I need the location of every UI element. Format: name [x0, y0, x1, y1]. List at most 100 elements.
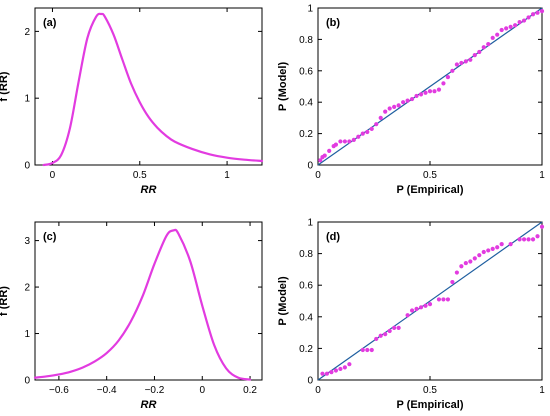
y-tick-label: 1: [307, 4, 313, 15]
y-tick-label: 0.8: [299, 35, 313, 46]
pp-point: [495, 32, 500, 37]
x-tick-label: 0.5: [133, 170, 147, 181]
pp-point: [432, 89, 437, 94]
plot-frame: [34, 221, 263, 381]
pp-point: [472, 256, 477, 261]
y-tick-label: 1: [24, 94, 30, 105]
pp-point: [356, 134, 361, 139]
pp-point: [454, 270, 459, 275]
pp-point: [499, 27, 504, 33]
pp-point: [320, 371, 325, 376]
pp-point: [369, 347, 374, 353]
pp-point: [392, 325, 397, 330]
x-tick-label: −0.2: [145, 385, 165, 396]
pp-point: [423, 303, 428, 308]
pp-point: [468, 57, 473, 62]
y-axis-label: f (RR): [0, 286, 10, 316]
pp-point: [539, 9, 545, 14]
pp-point: [450, 279, 455, 285]
pp-point: [365, 129, 370, 135]
pp-point: [423, 90, 428, 95]
pp-point: [322, 153, 327, 158]
y-axis-label: P (Model): [277, 276, 289, 326]
pp-point: [499, 242, 504, 247]
pp-point: [445, 74, 451, 80]
pp-point: [414, 306, 419, 311]
pp-point: [481, 249, 486, 255]
pp-point: [472, 53, 477, 58]
pp-point: [463, 59, 468, 64]
pp-point: [396, 325, 401, 330]
x-axis-label: P (Empirical): [396, 184, 463, 196]
x-axis-label: P (Empirical): [396, 399, 463, 411]
pp-point: [526, 15, 531, 20]
pp-point: [409, 308, 415, 313]
x-tick-label: 0: [315, 385, 321, 396]
reference-line: [317, 221, 543, 381]
pp-point: [436, 87, 442, 92]
pp-point: [427, 302, 433, 307]
x-tick-label: 0: [315, 170, 321, 181]
x-tick-label: 0.5: [423, 170, 437, 181]
pp-point: [342, 139, 347, 144]
pp-point: [517, 237, 522, 242]
pp-point: [468, 259, 473, 264]
y-tick-label: 0.2: [299, 344, 313, 355]
pp-point: [387, 106, 392, 111]
density-curve: [33, 228, 252, 381]
panel-d: 0 0.5 1 0 0.2 0.4 0.6 0.8 1 P (Empirical) P (Model…: [277, 218, 545, 412]
pp-point: [490, 35, 495, 40]
x-tick-label: −0.4: [97, 385, 117, 396]
pp-point: [459, 264, 464, 269]
y-tick-label: 3: [24, 236, 30, 247]
pp-point: [401, 100, 406, 105]
pp-point: [333, 142, 339, 147]
pp-point: [342, 365, 347, 370]
y-tick-label: 0.2: [299, 129, 313, 140]
pp-point: [459, 60, 464, 66]
y-axis-label: f (RR): [0, 71, 10, 101]
pp-point: [535, 234, 540, 239]
density-curve: [42, 12, 264, 167]
pp-point: [365, 347, 370, 353]
panel-c: −0.6 −0.4 −0.2 0 0.2 0 1 2 3 RR f (RR) (c): [0, 221, 263, 411]
x-tick-label: 1: [539, 170, 545, 181]
reference-line: [317, 7, 543, 166]
y-tick-label: 0: [307, 161, 313, 172]
pp-point: [374, 336, 379, 342]
pp-point: [436, 297, 442, 302]
y-tick-label: 0.8: [299, 249, 313, 260]
pp-point: [383, 332, 388, 337]
y-tick-label: 0: [24, 376, 30, 387]
pp-point: [521, 18, 527, 23]
pp-point: [347, 139, 352, 144]
y-axis-label: P (Model): [277, 62, 289, 112]
pp-point: [347, 362, 352, 367]
pp-point: [450, 68, 455, 73]
y-tick-label: 0.4: [299, 312, 313, 323]
pp-point: [513, 23, 518, 28]
pp-point: [333, 368, 339, 373]
pp-point: [387, 328, 392, 334]
pp-point: [530, 237, 536, 242]
y-tick-label: 0: [24, 161, 30, 172]
pp-point: [418, 92, 424, 97]
pp-point: [383, 109, 388, 114]
pp-point: [427, 89, 433, 94]
pp-point: [490, 246, 495, 251]
y-tick-label: 0.6: [299, 66, 313, 77]
x-axis-label: RR: [141, 399, 157, 411]
panel-label: (c): [43, 231, 57, 243]
pp-point: [504, 26, 509, 31]
pp-point: [405, 98, 410, 103]
pp-point: [418, 305, 424, 310]
pp-point: [508, 24, 513, 29]
x-tick-label: 1: [224, 170, 230, 181]
pp-point: [392, 104, 397, 110]
pp-point: [486, 248, 491, 253]
y-tick-label: 0: [307, 376, 313, 387]
panel-label: (b): [326, 17, 340, 29]
panel-a: 0 0.5 1 0 1 2 RR f (RR) (a): [0, 7, 264, 196]
pp-point: [329, 370, 334, 375]
pp-point: [539, 224, 545, 229]
